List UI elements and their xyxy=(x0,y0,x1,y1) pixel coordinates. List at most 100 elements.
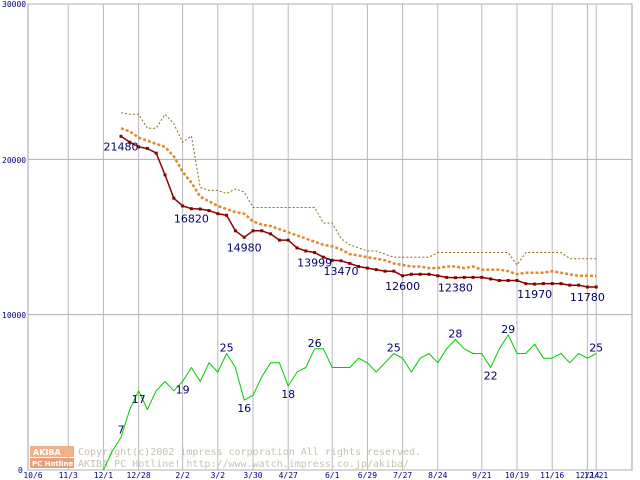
min-price-marker xyxy=(489,277,493,281)
min-price-marker xyxy=(427,272,431,276)
data-label: 11780 xyxy=(570,291,605,304)
data-label: 28 xyxy=(448,328,462,341)
x-tick-label: 6/1 xyxy=(325,471,340,480)
min-price-marker xyxy=(497,278,501,282)
x-tick-label: 8/24 xyxy=(428,471,447,480)
min-price-marker xyxy=(506,278,510,282)
x-tick-label: 12/28 xyxy=(127,471,151,480)
data-label: 29 xyxy=(501,323,515,336)
min-price-marker xyxy=(207,209,211,213)
x-tick-label: 6/29 xyxy=(358,471,377,480)
data-label: 22 xyxy=(484,369,498,382)
data-label: 16820 xyxy=(174,213,209,226)
series-layer xyxy=(102,112,598,471)
data-label: 14980 xyxy=(227,241,262,254)
min-price-marker xyxy=(445,275,449,279)
min-price-marker xyxy=(251,229,255,233)
min-price-marker xyxy=(339,259,343,263)
min-price-marker xyxy=(550,282,554,286)
min-price-marker xyxy=(189,207,193,211)
min-price-marker xyxy=(330,258,334,262)
y-tick-label-10000: 10000 xyxy=(2,311,26,320)
min-price-marker xyxy=(462,275,466,279)
x-tick-label: 4/27 xyxy=(279,471,298,480)
data-label: 18 xyxy=(281,388,295,401)
x-tick-label: 11/16 xyxy=(540,471,564,480)
x-tick-label: 3/30 xyxy=(243,471,262,480)
y-tick-label-30000: 30000 xyxy=(2,0,26,9)
x-axis-labels: 10/6 11/3 12/1 12/28 2/2 3/2 3/30 4/27 6/1 6/29 7/… xyxy=(23,471,608,480)
data-label: 13470 xyxy=(324,265,359,278)
akiba-logo-text: AKIBA xyxy=(33,448,61,457)
watermark: AKIBA PC Hotline! Copyright(c)2002 impre… xyxy=(30,446,421,470)
akiba-logo-top xyxy=(30,446,74,457)
x-tick-label: 2/2 xyxy=(175,471,190,480)
min-price-marker xyxy=(295,246,299,250)
data-label: 11970 xyxy=(517,288,552,301)
min-price-marker xyxy=(233,229,237,233)
x-tick-label: 11/3 xyxy=(59,471,78,480)
pc-hotline-logo-text: PC Hotline! xyxy=(32,460,76,468)
min-price-marker xyxy=(277,238,281,242)
data-label: 19 xyxy=(176,383,190,396)
min-price-marker xyxy=(260,229,264,233)
min-price-marker xyxy=(436,274,440,278)
min-price-marker xyxy=(137,145,141,149)
akiba-logo-bottom xyxy=(30,458,74,468)
min-price-marker xyxy=(269,232,273,236)
data-label: 25 xyxy=(589,342,603,355)
series-shop-count xyxy=(102,334,597,471)
min-price-marker xyxy=(119,134,123,138)
min-price-marker xyxy=(181,204,185,208)
min-price-marker xyxy=(568,283,572,287)
min-price-marker xyxy=(145,146,149,150)
min-price-marker xyxy=(154,151,158,155)
min-price-marker xyxy=(216,212,220,216)
min-price-marker xyxy=(594,285,598,289)
y-tick-label-20000: 20000 xyxy=(2,156,26,165)
x-tick-label: 7/27 xyxy=(393,471,412,480)
x-tick-label: 12/14 xyxy=(575,471,599,480)
x-tick-label: 10/19 xyxy=(505,471,529,480)
min-price-marker xyxy=(524,282,528,286)
x-tick-label: 3/2 xyxy=(211,471,226,480)
min-price-marker xyxy=(348,261,352,265)
min-price-marker xyxy=(225,213,229,217)
min-price-marker xyxy=(515,278,519,282)
copyright-text: Copyright(c)2002 impress corporation All… xyxy=(78,447,421,458)
min-price-marker xyxy=(374,268,378,272)
min-price-marker xyxy=(453,276,457,280)
x-tick-label: 12/1 xyxy=(94,471,113,480)
gridlines xyxy=(28,3,632,471)
min-price-marker xyxy=(409,272,413,276)
min-price-marker xyxy=(242,235,246,239)
min-price-marker xyxy=(321,255,325,259)
x-tick-label: 10/6 xyxy=(23,471,42,480)
min-price-marker xyxy=(471,275,475,279)
data-label: 25 xyxy=(387,342,401,355)
min-price-marker xyxy=(365,266,369,270)
data-label: 21480 xyxy=(104,140,139,153)
min-price-marker xyxy=(286,238,290,242)
data-label: 17 xyxy=(132,393,146,406)
y-tick-label-0: 0 xyxy=(18,466,23,475)
min-price-marker xyxy=(304,249,308,253)
x-tick-label: 9/21 xyxy=(472,471,491,480)
min-price-marker xyxy=(559,282,563,286)
min-price-marker xyxy=(585,285,589,289)
min-price-marker xyxy=(383,269,387,273)
data-label: 12600 xyxy=(385,280,420,293)
min-price-marker xyxy=(401,274,405,278)
data-label: 26 xyxy=(308,337,322,350)
plot-area xyxy=(27,3,633,471)
y-axis-labels: 30000 20000 10000 0 xyxy=(2,0,26,475)
data-label: 16 xyxy=(237,402,251,415)
min-price-marker xyxy=(172,196,176,200)
min-price-marker xyxy=(198,207,202,211)
min-price-marker xyxy=(357,265,361,269)
min-price-marker xyxy=(541,282,545,286)
data-label: 25 xyxy=(220,342,234,355)
min-price-marker xyxy=(533,282,537,286)
